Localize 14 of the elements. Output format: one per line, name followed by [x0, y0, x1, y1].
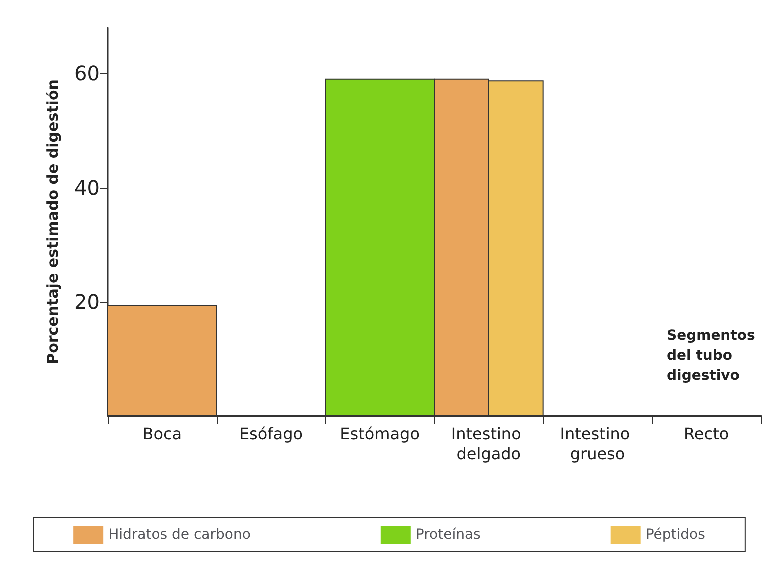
x-tick-label: Intestino grueso [560, 424, 636, 464]
x-axis-title: Segmentos del tubo digestivo [667, 328, 760, 384]
x-tick-label: Boca [142, 424, 182, 444]
legend-label: Péptidos [646, 527, 706, 543]
y-tick-label: 60 [74, 62, 100, 86]
y-axis-title: Porcentaje estimado de digestión [44, 80, 62, 364]
legend-label: Proteínas [416, 527, 481, 543]
x-tick-label: Intestino delgado [451, 424, 526, 464]
y-tick-label: 20 [74, 290, 100, 314]
x-tick-label: Recto [684, 424, 730, 444]
x-tick-label: Estómago [340, 424, 420, 444]
x-tick-label: Esófago [239, 424, 304, 444]
legend-label: Hidratos de carbono [108, 527, 251, 543]
y-tick-label: 40 [74, 176, 100, 200]
